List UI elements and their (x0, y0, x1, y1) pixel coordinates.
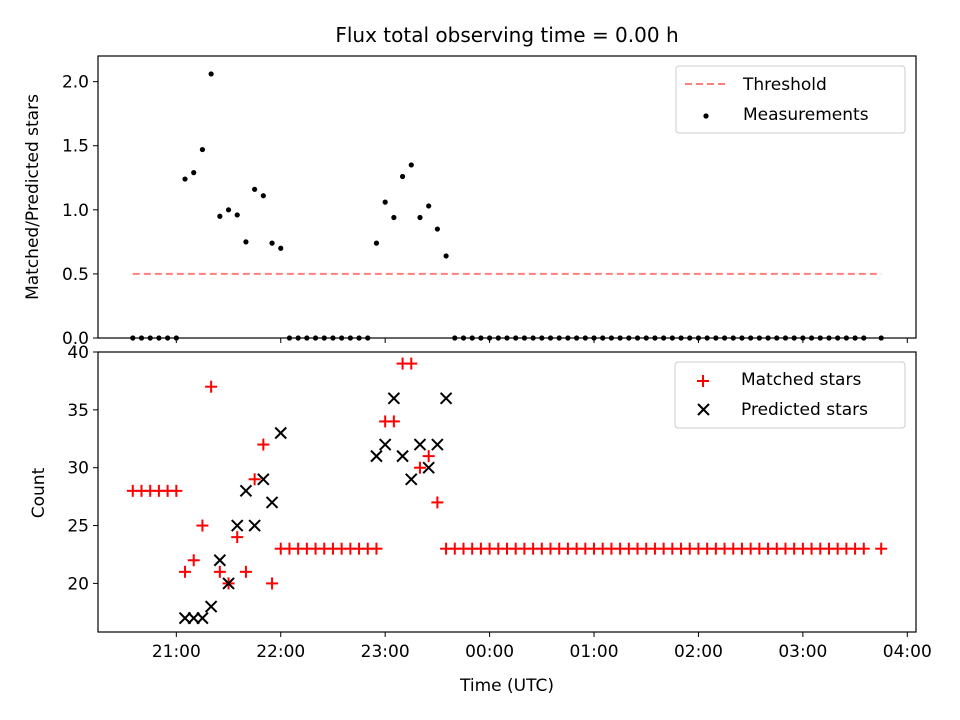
measurement-point (225, 207, 232, 213)
x-tick-label: 01:00 (570, 642, 619, 662)
predicted-star-marker (257, 473, 270, 486)
measurement-point (199, 146, 206, 153)
x-tick-label: 22:00 (256, 642, 305, 662)
legend-matched-label: Matched stars (741, 370, 861, 390)
predicted-star-marker (396, 449, 409, 463)
legend-predicted-swatch (697, 403, 710, 416)
measurement-point (234, 212, 240, 218)
matched-star-marker (213, 565, 226, 578)
legend-threshold-label: Threshold (742, 75, 827, 95)
matched-star-marker (266, 577, 279, 590)
legend-measurements-swatch (703, 113, 709, 119)
predicted-star-marker (431, 438, 444, 451)
measurement-point (417, 214, 423, 221)
top-y-tick-label: 2.0 (62, 73, 89, 93)
measurement-point (252, 186, 258, 192)
bottom-y-tick-label: 30 (67, 459, 89, 479)
matched-star-marker (405, 357, 418, 370)
bottom-y-tick-label: 20 (67, 574, 89, 594)
top-y-axis-label: Matched/Predicted stars (23, 94, 43, 300)
predicted-star-marker (265, 496, 279, 509)
predicted-star-marker (413, 438, 427, 451)
top-axes-frame (97, 55, 917, 339)
bottom-y-tick-label: 25 (67, 517, 89, 537)
measurement-point (182, 176, 188, 182)
top-y-tick-label: 0.5 (62, 265, 89, 285)
measurement-point (278, 245, 284, 251)
predicted-star-marker (231, 519, 244, 532)
matched-star-marker (231, 531, 244, 544)
predicted-star-marker (204, 600, 218, 613)
matched-star-marker (179, 565, 192, 578)
predicted-star-marker (222, 577, 235, 590)
measurement-point (260, 193, 266, 199)
matched-star-marker (196, 519, 209, 532)
measurement-point (217, 213, 223, 219)
legend-measurements-label: Measurements (743, 105, 869, 125)
predicted-star-marker (370, 449, 383, 463)
x-tick-label: 04:00 (883, 642, 932, 662)
x-tick-label: 02:00 (674, 642, 723, 662)
measurement-point (443, 253, 449, 259)
measurement-point (391, 214, 397, 221)
predicted-star-marker (387, 392, 401, 405)
measurement-point (399, 173, 406, 180)
measurement-point (408, 162, 414, 168)
matched-star-marker (248, 473, 261, 486)
predicted-star-marker (213, 554, 227, 567)
predicted-star-marker (239, 484, 253, 498)
predicted-star-marker (439, 392, 453, 405)
measurement-point (191, 170, 197, 176)
predicted-star-marker (196, 611, 209, 625)
measurement-point (208, 71, 214, 77)
predicted-star-marker (248, 519, 261, 532)
bottom-y-tick-label: 35 (67, 401, 89, 421)
matched-star-marker (875, 542, 888, 555)
x-tick-label: 23:00 (361, 642, 410, 662)
measurement-point (243, 239, 249, 245)
matched-star-marker (413, 461, 426, 474)
top-y-tick-label: 1.0 (62, 201, 89, 221)
matched-star-marker (239, 565, 252, 578)
top-y-tick-label: 0.0 (62, 329, 89, 349)
matched-star-marker (370, 542, 383, 555)
matched-star-marker (257, 438, 270, 451)
matched-star-marker (431, 496, 444, 509)
bottom-y-tick-label: 40 (67, 343, 89, 363)
legend-matched-swatch (697, 375, 709, 387)
x-tick-label: 03:00 (778, 642, 827, 662)
x-axis-label: Time (UTC) (459, 676, 554, 696)
x-tick-label: 21:00 (152, 642, 201, 662)
x-tick-label: 00:00 (465, 642, 514, 662)
bottom-legend: Matched stars Predicted stars (674, 361, 906, 429)
chart-title: Flux total observing time = 0.00 h (335, 23, 678, 47)
predicted-star-marker (274, 426, 287, 440)
measurement-point (382, 199, 388, 205)
bottom-axes-frame (97, 351, 917, 633)
measurement-point (269, 240, 275, 246)
matched-star-marker (187, 554, 200, 567)
top-panel: 0.00.51.01.52.0 Matched/Predicted stars … (23, 55, 917, 349)
predicted-star-marker (378, 438, 392, 451)
matched-star-marker (170, 484, 183, 497)
matched-star-marker (857, 542, 870, 555)
measurement-point (426, 203, 432, 209)
predicted-star-marker (422, 461, 435, 474)
bottom-y-axis-label: Count (29, 467, 49, 518)
bottom-panel: 20 25 30 35 40 21:00 22:00 23:00 00:00 01:00 02:0… (29, 343, 932, 696)
matched-star-marker (205, 380, 218, 393)
predicted-star-marker (405, 473, 418, 486)
matched-star-marker (387, 415, 400, 428)
top-y-tick-label: 1.5 (62, 137, 89, 157)
measurement-point (434, 226, 440, 232)
legend-predicted-label: Predicted stars (741, 400, 868, 420)
top-legend: Threshold Measurements (675, 65, 906, 134)
matched-star-marker (422, 450, 435, 463)
measurement-point (373, 240, 380, 246)
